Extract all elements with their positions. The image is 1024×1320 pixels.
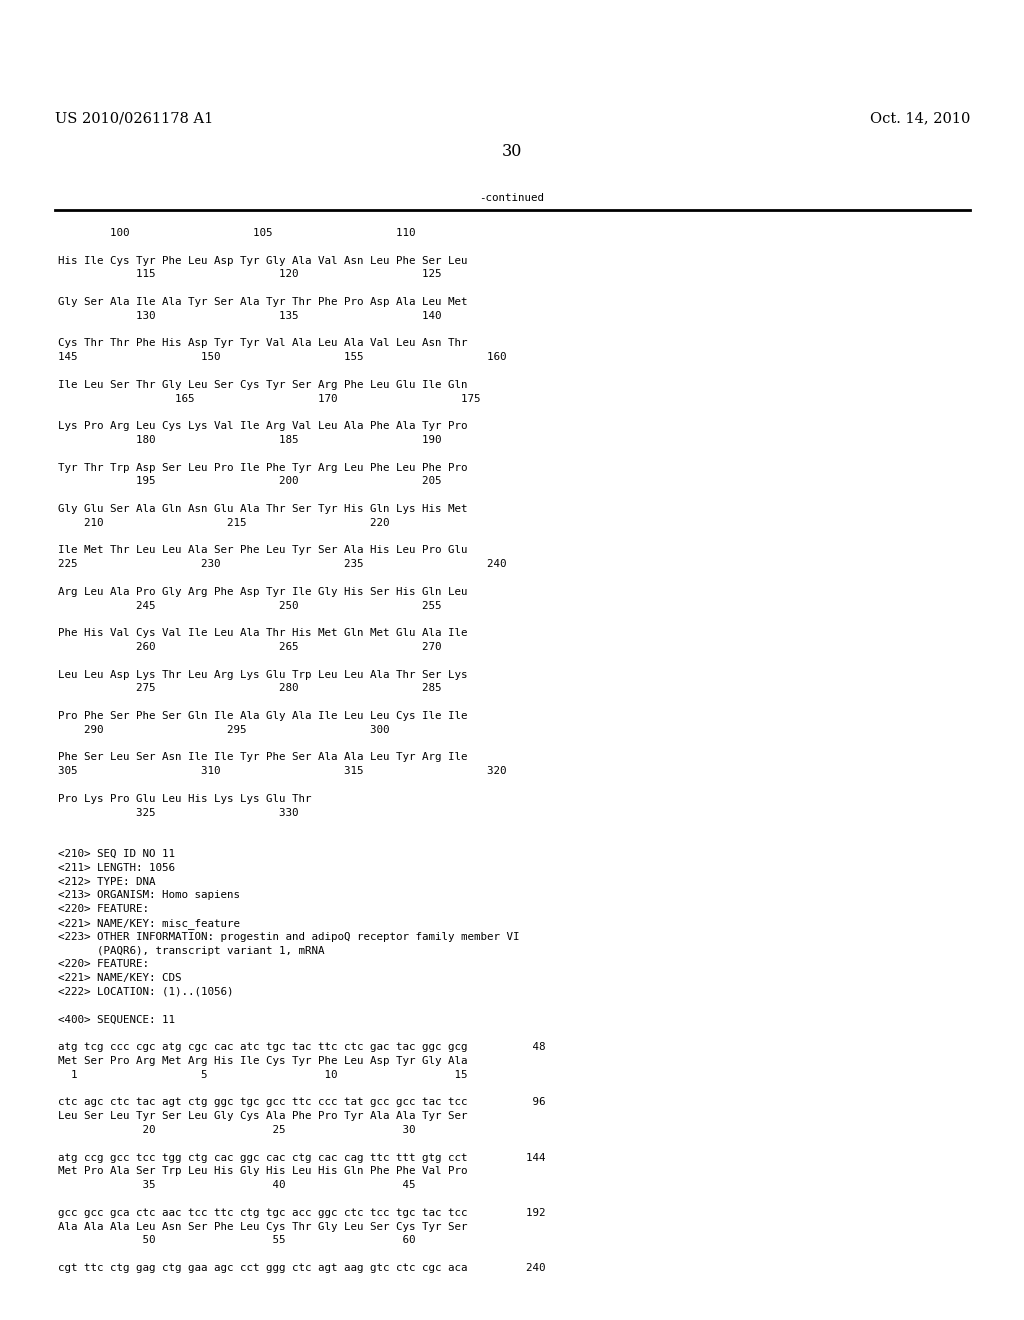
Text: 275                   280                   285: 275 280 285 <box>58 684 441 693</box>
Text: 100                   105                   110: 100 105 110 <box>58 228 416 238</box>
Text: 180                   185                   190: 180 185 190 <box>58 436 441 445</box>
Text: Ala Ala Ala Leu Asn Ser Phe Leu Cys Thr Gly Leu Ser Cys Tyr Ser: Ala Ala Ala Leu Asn Ser Phe Leu Cys Thr … <box>58 1221 468 1232</box>
Text: <220> FEATURE:: <220> FEATURE: <box>58 904 150 915</box>
Text: 165                   170                   175: 165 170 175 <box>58 393 480 404</box>
Text: <400> SEQUENCE: 11: <400> SEQUENCE: 11 <box>58 1015 175 1024</box>
Text: 195                   200                   205: 195 200 205 <box>58 477 441 486</box>
Text: Pro Phe Ser Phe Ser Gln Ile Ala Gly Ala Ile Leu Leu Cys Ile Ile: Pro Phe Ser Phe Ser Gln Ile Ala Gly Ala … <box>58 711 468 721</box>
Text: 130                   135                   140: 130 135 140 <box>58 310 441 321</box>
Text: 115                   120                   125: 115 120 125 <box>58 269 441 280</box>
Text: 20                  25                  30: 20 25 30 <box>58 1125 416 1135</box>
Text: ctc agc ctc tac agt ctg ggc tgc gcc ttc ccc tat gcc gcc tac tcc          96: ctc agc ctc tac agt ctg ggc tgc gcc ttc … <box>58 1097 546 1107</box>
Text: 245                   250                   255: 245 250 255 <box>58 601 441 611</box>
Text: 1                   5                  10                  15: 1 5 10 15 <box>58 1069 468 1080</box>
Text: Phe Ser Leu Ser Asn Ile Ile Tyr Phe Ser Ala Ala Leu Tyr Arg Ile: Phe Ser Leu Ser Asn Ile Ile Tyr Phe Ser … <box>58 752 468 763</box>
Text: gcc gcc gca ctc aac tcc ttc ctg tgc acc ggc ctc tcc tgc tac tcc         192: gcc gcc gca ctc aac tcc ttc ctg tgc acc … <box>58 1208 546 1218</box>
Text: 210                   215                   220: 210 215 220 <box>58 517 389 528</box>
Text: 50                  55                  60: 50 55 60 <box>58 1236 416 1245</box>
Text: (PAQR6), transcript variant 1, mRNA: (PAQR6), transcript variant 1, mRNA <box>58 945 325 956</box>
Text: <221> NAME/KEY: misc_feature: <221> NAME/KEY: misc_feature <box>58 917 240 929</box>
Text: His Ile Cys Tyr Phe Leu Asp Tyr Gly Ala Val Asn Leu Phe Ser Leu: His Ile Cys Tyr Phe Leu Asp Tyr Gly Ala … <box>58 256 468 265</box>
Text: cgt ttc ctg gag ctg gaa agc cct ggg ctc agt aag gtc ctc cgc aca         240: cgt ttc ctg gag ctg gaa agc cct ggg ctc … <box>58 1263 546 1272</box>
Text: Ile Met Thr Leu Leu Ala Ser Phe Leu Tyr Ser Ala His Leu Pro Glu: Ile Met Thr Leu Leu Ala Ser Phe Leu Tyr … <box>58 545 468 556</box>
Text: Gly Ser Ala Ile Ala Tyr Ser Ala Tyr Thr Phe Pro Asp Ala Leu Met: Gly Ser Ala Ile Ala Tyr Ser Ala Tyr Thr … <box>58 297 468 308</box>
Text: <221> NAME/KEY: CDS: <221> NAME/KEY: CDS <box>58 973 181 983</box>
Text: -continued: -continued <box>479 193 545 203</box>
Text: Met Ser Pro Arg Met Arg His Ile Cys Tyr Phe Leu Asp Tyr Gly Ala: Met Ser Pro Arg Met Arg His Ile Cys Tyr … <box>58 1056 468 1067</box>
Text: Oct. 14, 2010: Oct. 14, 2010 <box>869 111 970 125</box>
Text: Arg Leu Ala Pro Gly Arg Phe Asp Tyr Ile Gly His Ser His Gln Leu: Arg Leu Ala Pro Gly Arg Phe Asp Tyr Ile … <box>58 587 468 597</box>
Text: 225                   230                   235                   240: 225 230 235 240 <box>58 560 507 569</box>
Text: 30: 30 <box>502 144 522 161</box>
Text: Ile Leu Ser Thr Gly Leu Ser Cys Tyr Ser Arg Phe Leu Glu Ile Gln: Ile Leu Ser Thr Gly Leu Ser Cys Tyr Ser … <box>58 380 468 389</box>
Text: <223> OTHER INFORMATION: progestin and adipoQ receptor family member VI: <223> OTHER INFORMATION: progestin and a… <box>58 932 519 941</box>
Text: 260                   265                   270: 260 265 270 <box>58 642 441 652</box>
Text: <211> LENGTH: 1056: <211> LENGTH: 1056 <box>58 863 175 873</box>
Text: atg ccg gcc tcc tgg ctg cac ggc cac ctg cac cag ttc ttt gtg cct         144: atg ccg gcc tcc tgg ctg cac ggc cac ctg … <box>58 1152 546 1163</box>
Text: atg tcg ccc cgc atg cgc cac atc tgc tac ttc ctc gac tac ggc gcg          48: atg tcg ccc cgc atg cgc cac atc tgc tac … <box>58 1043 546 1052</box>
Text: Gly Glu Ser Ala Gln Asn Glu Ala Thr Ser Tyr His Gln Lys His Met: Gly Glu Ser Ala Gln Asn Glu Ala Thr Ser … <box>58 504 468 513</box>
Text: Lys Pro Arg Leu Cys Lys Val Ile Arg Val Leu Ala Phe Ala Tyr Pro: Lys Pro Arg Leu Cys Lys Val Ile Arg Val … <box>58 421 468 432</box>
Text: Tyr Thr Trp Asp Ser Leu Pro Ile Phe Tyr Arg Leu Phe Leu Phe Pro: Tyr Thr Trp Asp Ser Leu Pro Ile Phe Tyr … <box>58 462 468 473</box>
Text: 145                   150                   155                   160: 145 150 155 160 <box>58 352 507 362</box>
Text: 325                   330: 325 330 <box>58 808 299 817</box>
Text: Met Pro Ala Ser Trp Leu His Gly His Leu His Gln Phe Phe Val Pro: Met Pro Ala Ser Trp Leu His Gly His Leu … <box>58 1167 468 1176</box>
Text: Phe His Val Cys Val Ile Leu Ala Thr His Met Gln Met Glu Ala Ile: Phe His Val Cys Val Ile Leu Ala Thr His … <box>58 628 468 638</box>
Text: <212> TYPE: DNA: <212> TYPE: DNA <box>58 876 156 887</box>
Text: Cys Thr Thr Phe His Asp Tyr Tyr Val Ala Leu Ala Val Leu Asn Thr: Cys Thr Thr Phe His Asp Tyr Tyr Val Ala … <box>58 338 468 348</box>
Text: <222> LOCATION: (1)..(1056): <222> LOCATION: (1)..(1056) <box>58 987 233 997</box>
Text: US 2010/0261178 A1: US 2010/0261178 A1 <box>55 111 213 125</box>
Text: Pro Lys Pro Glu Leu His Lys Lys Glu Thr: Pro Lys Pro Glu Leu His Lys Lys Glu Thr <box>58 793 311 804</box>
Text: 290                   295                   300: 290 295 300 <box>58 725 389 735</box>
Text: 305                   310                   315                   320: 305 310 315 320 <box>58 766 507 776</box>
Text: <210> SEQ ID NO 11: <210> SEQ ID NO 11 <box>58 849 175 859</box>
Text: 35                  40                  45: 35 40 45 <box>58 1180 416 1191</box>
Text: Leu Leu Asp Lys Thr Leu Arg Lys Glu Trp Leu Leu Ala Thr Ser Lys: Leu Leu Asp Lys Thr Leu Arg Lys Glu Trp … <box>58 669 468 680</box>
Text: <220> FEATURE:: <220> FEATURE: <box>58 960 150 969</box>
Text: Leu Ser Leu Tyr Ser Leu Gly Cys Ala Phe Pro Tyr Ala Ala Tyr Ser: Leu Ser Leu Tyr Ser Leu Gly Cys Ala Phe … <box>58 1111 468 1121</box>
Text: <213> ORGANISM: Homo sapiens: <213> ORGANISM: Homo sapiens <box>58 891 240 900</box>
